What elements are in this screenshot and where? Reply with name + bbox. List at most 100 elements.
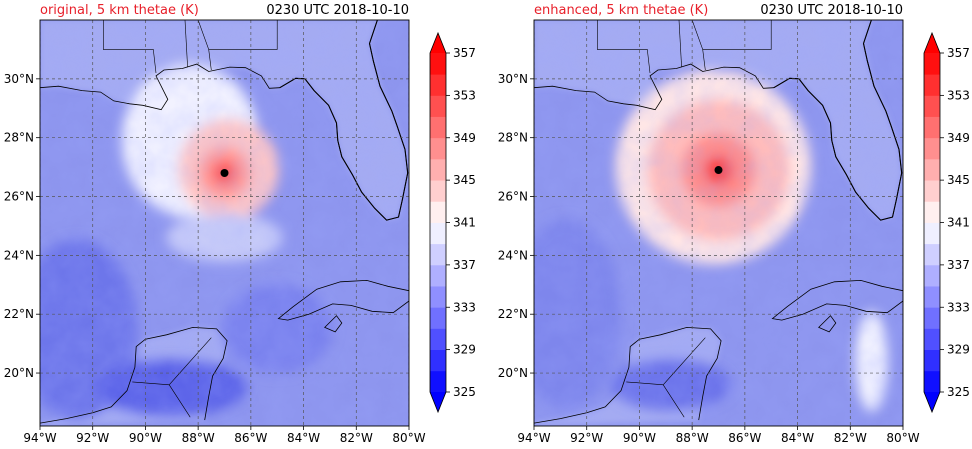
colorbar-level [924, 264, 940, 287]
field-texture [534, 20, 903, 426]
x-tick-label: 88°W [676, 431, 709, 445]
y-tick-label: 26°N [4, 190, 34, 204]
colorbar-level [924, 222, 940, 245]
isla-juventud-coast [323, 315, 343, 333]
colorbar-level [430, 222, 446, 245]
x-tick-label: 92°W [570, 431, 603, 445]
colorbar: 325 329 333 337 341 345 349 353 357 [923, 31, 970, 414]
state-border [103, 20, 157, 74]
colorbar-tick-label: 337 [947, 258, 970, 272]
panel-original: 94°W 92°W 90°W 88°W 86°W 84°W 82°W 80°W 20°N 22°N… [4, 3, 476, 445]
panel-enhanced: 94°W 92°W 90°W 88°W 86°W 84°W 82°W 80°W 20°N 22°N… [498, 3, 970, 445]
colorbar-tick-label: 337 [453, 258, 476, 272]
florida-coast [773, 20, 903, 221]
x-tick-label: 86°W [728, 431, 761, 445]
plot-frame [39, 19, 410, 427]
colorbar-extend-min [924, 392, 940, 412]
colorbar-level [924, 95, 940, 117]
colorbar-tick-label: 345 [947, 173, 970, 187]
yucatan-coast [534, 326, 722, 424]
colorbar-tick-label: 345 [453, 173, 476, 187]
colorbar-tick-label: 325 [947, 385, 970, 399]
colorbar-extend-min [430, 392, 446, 412]
colorbar-level [924, 328, 940, 351]
field-texture [40, 20, 409, 426]
y-tick-label: 30°N [498, 72, 528, 86]
state-border [596, 20, 651, 74]
colorbar-level [430, 243, 446, 266]
colorbar-tick-label: 333 [947, 300, 970, 314]
colorbar-tick-label: 349 [453, 131, 476, 145]
x-tick-label: 84°W [287, 431, 320, 445]
x-tick-label: 80°W [886, 431, 919, 445]
florida-coast [279, 20, 409, 221]
y-tick-label: 28°N [498, 131, 528, 145]
x-tick-label: 94°W [517, 431, 550, 445]
panel-title-right: 0230 UTC 2018-10-10 [760, 3, 903, 18]
x-tick-label: 90°W [129, 431, 162, 445]
state-border [184, 20, 188, 68]
y-tick-label: 20°N [4, 366, 34, 380]
colorbar-level [924, 243, 940, 266]
colorbar-level [430, 328, 446, 351]
colorbar-tick-label: 329 [947, 343, 970, 357]
colorbar-level [430, 137, 446, 160]
state-border [168, 337, 212, 385]
panel-title-right: 0230 UTC 2018-10-10 [266, 3, 409, 18]
colorbar-level [924, 137, 940, 160]
colorbar-level [430, 74, 446, 96]
state-border [702, 20, 772, 50]
colorbar-tick-label: 357 [947, 46, 970, 60]
colorbar-level [430, 201, 446, 223]
colorbar-tick-label: 357 [453, 46, 476, 60]
x-tick-label: 92°W [76, 431, 109, 445]
storm-center-marker [220, 168, 229, 177]
colorbar-level [924, 286, 940, 308]
colorbar-level [430, 264, 446, 287]
cuba-coast [771, 279, 903, 321]
colorbar-level [924, 349, 940, 372]
colorbar-level [430, 158, 446, 181]
colorbar-level [430, 307, 446, 329]
colorbar-level [430, 116, 446, 139]
yucatan-coast [40, 326, 228, 424]
colorbar-level [430, 286, 446, 308]
cuba-coast [277, 279, 409, 321]
colorbar-level [430, 95, 446, 117]
coastlines [534, 20, 903, 424]
x-tick-label: 88°W [182, 431, 215, 445]
x-tick-label: 94°W [23, 431, 56, 445]
x-tick-label: 82°W [340, 431, 373, 445]
colorbar-tick-label: 341 [453, 216, 476, 230]
colorbar-level [924, 307, 940, 329]
colorbar-level [924, 116, 940, 139]
gridlines [40, 20, 409, 426]
y-tick-label: 22°N [498, 307, 528, 321]
x-tick-label: 84°W [781, 431, 814, 445]
plot-frame [533, 19, 904, 427]
colorbar-tick-label: 325 [453, 385, 476, 399]
state-border [208, 20, 278, 50]
storm-center-marker [714, 166, 723, 175]
panel-title-left: enhanced, 5 km thetae (K) [534, 3, 708, 18]
colorbar-level [924, 201, 940, 223]
y-tick-label: 24°N [498, 248, 528, 262]
state-border [662, 337, 706, 385]
colorbar-level [924, 180, 940, 202]
colorbar: 325 329 333 337 341 345 349 353 357 [429, 31, 476, 414]
gridlines [534, 20, 903, 426]
panel-title-left: original, 5 km thetae (K) [40, 3, 199, 18]
colorbar-tick-label: 349 [947, 131, 970, 145]
colorbar-level [430, 53, 446, 75]
x-tick-label: 82°W [834, 431, 867, 445]
y-tick-label: 26°N [498, 190, 528, 204]
colorbar-level [430, 370, 446, 393]
colorbar-level [924, 370, 940, 393]
colorbar-tick-label: 341 [947, 216, 970, 230]
colorbar-level [924, 74, 940, 96]
colorbar-tick-label: 353 [453, 88, 476, 102]
colorbar-tick-label: 353 [947, 88, 970, 102]
y-tick-label: 28°N [4, 131, 34, 145]
x-tick-label: 90°W [623, 431, 656, 445]
